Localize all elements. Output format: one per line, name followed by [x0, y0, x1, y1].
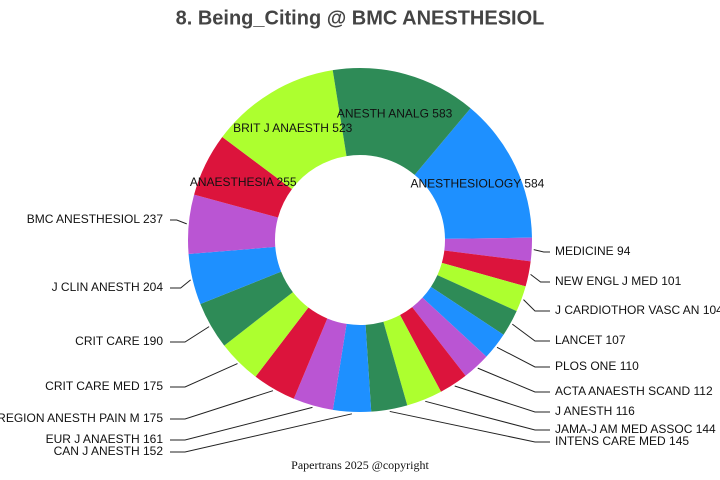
slice [188, 246, 282, 305]
leader-line [170, 219, 187, 225]
label-value: 112 [693, 384, 712, 398]
slice-label: INTENS CARE MED 145 [555, 434, 689, 448]
leader-line [523, 299, 550, 312]
label-name: PLOS ONE [555, 359, 616, 373]
slice [293, 318, 347, 410]
slice [437, 262, 526, 312]
slice [224, 292, 309, 377]
slice-label: BMC ANESTHESIOL 237 [27, 212, 164, 226]
slice [414, 108, 532, 239]
label-name: MEDICINE [555, 244, 614, 258]
slice [255, 307, 328, 399]
slice-label: JAMA-J AM MED ASSOC 144 [555, 422, 716, 436]
slice [430, 275, 517, 335]
slice [365, 321, 408, 412]
label-value: 255 [277, 175, 297, 189]
slice-label: PLOS ONE 110 [555, 359, 639, 373]
label-name: LANCET [555, 333, 603, 347]
slice [200, 271, 293, 346]
label-value: 523 [332, 121, 352, 135]
leader-line [454, 385, 550, 413]
leader-line [170, 363, 238, 388]
label-name: NEW ENGL J MED [555, 274, 658, 288]
slice [194, 136, 292, 218]
label-value: 104 [703, 303, 720, 317]
label-value: 204 [143, 280, 163, 294]
slice-label: ANAESTHESIA 255 [190, 175, 297, 189]
slice [444, 237, 532, 262]
slice-label: NEW ENGL J MED 101 [555, 274, 682, 288]
leader-line [170, 279, 191, 289]
leader-line [496, 346, 550, 368]
slice-label: J ANESTH 116 [555, 404, 635, 418]
label-value: 175 [143, 379, 163, 393]
label-name: INTENS CARE MED [555, 434, 666, 448]
label-name: ANESTHESIOLOGY [411, 176, 522, 190]
slice-label: J CARDIOTHOR VASC AN 104 [555, 303, 720, 317]
slice [422, 286, 504, 357]
label-value: 237 [143, 212, 163, 226]
label-name: BRIT J ANAESTH [233, 121, 329, 135]
slice-label: J CLIN ANESTH 204 [52, 280, 164, 294]
slice [412, 297, 487, 376]
label-value: 107 [605, 333, 625, 347]
label-name: REGION ANESTH PAIN M [0, 411, 140, 425]
slice-label: CAN J ANESTH 152 [54, 444, 164, 458]
label-name: J CLIN ANESTH [52, 280, 140, 294]
slice [332, 323, 372, 412]
label-name: J CARDIOTHOR VASC AN [555, 303, 699, 317]
leader-line [533, 249, 550, 253]
label-name: ACTA ANAESTH SCAND [555, 384, 690, 398]
leader-line [425, 400, 550, 431]
slice-label: ANESTHESIOLOGY 584 [411, 176, 545, 190]
label-value: 101 [661, 274, 681, 288]
leader-line [530, 273, 550, 283]
slice [383, 314, 441, 406]
label-value: 583 [432, 107, 452, 121]
leader-line [170, 406, 313, 441]
label-name: ANESTH ANALG [337, 107, 429, 121]
slice-label: MEDICINE 94 [555, 244, 631, 258]
leader-line [170, 326, 210, 343]
slice-label: LANCET 107 [555, 333, 626, 347]
slice-label: ANESTH ANALG 583 [337, 107, 453, 121]
label-name: JAMA-J AM MED ASSOC [555, 422, 693, 436]
leader-line [477, 367, 550, 393]
label-value: 584 [524, 176, 544, 190]
label-name: BMC ANESTHESIOL [27, 212, 141, 226]
label-value: 116 [616, 404, 635, 418]
label-name: J ANESTH [555, 404, 612, 418]
label-value: 145 [669, 434, 689, 448]
slice [441, 250, 531, 287]
label-value: 161 [143, 432, 163, 446]
label-name: EUR J ANAESTH [46, 432, 140, 446]
slice [400, 307, 466, 392]
leader-line [389, 410, 550, 443]
slice [332, 68, 471, 175]
slice-label: ACTA ANAESTH SCAND 112 [555, 384, 713, 398]
label-name: ANAESTHESIA [190, 175, 274, 189]
footer: Papertrans 2025 @copyright [291, 458, 429, 472]
label-value: 94 [617, 244, 631, 258]
slice [188, 194, 279, 254]
label-value: 175 [143, 411, 163, 425]
label-value: 152 [143, 444, 163, 458]
slice-label: BRIT J ANAESTH 523 [233, 121, 353, 135]
slice-label: CRIT CARE MED 175 [45, 379, 163, 393]
slice-label: CRIT CARE 190 [75, 334, 163, 348]
label-value: 190 [143, 334, 163, 348]
label-name: CRIT CARE [75, 334, 139, 348]
leader-line [170, 390, 274, 420]
label-name: CAN J ANESTH [54, 444, 140, 458]
leader-line [512, 323, 550, 342]
label-name: CRIT CARE MED [45, 379, 140, 393]
slice-label: EUR J ANAESTH 161 [46, 432, 164, 446]
slice [222, 70, 347, 190]
label-value: 144 [696, 422, 716, 436]
slice-label: REGION ANESTH PAIN M 175 [0, 411, 163, 425]
leader-line [170, 413, 353, 453]
chart-title: 8. Being_Citing @ BMC ANESTHESIOL [176, 7, 545, 29]
label-value: 110 [620, 359, 639, 373]
